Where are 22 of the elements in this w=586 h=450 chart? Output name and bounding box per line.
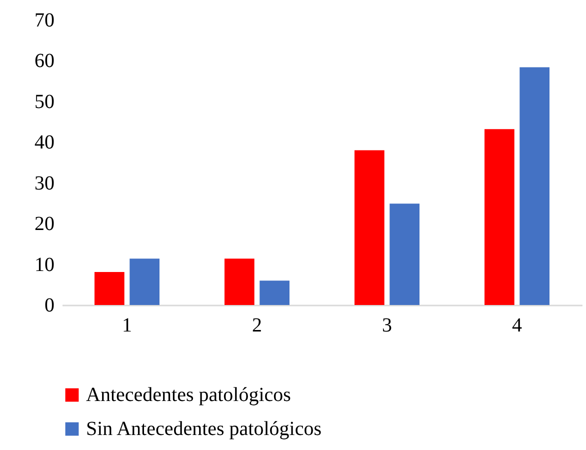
bar xyxy=(354,150,384,305)
x-tick-label: 1 xyxy=(122,314,132,336)
bar xyxy=(94,272,124,305)
bar xyxy=(390,204,420,305)
x-tick-label: 2 xyxy=(252,314,262,336)
y-tick-label: 30 xyxy=(34,172,54,194)
x-tick-label: 3 xyxy=(382,314,392,336)
bar xyxy=(130,258,160,305)
x-tick-label: 4 xyxy=(512,314,522,336)
bar xyxy=(520,67,550,305)
bar xyxy=(484,129,514,305)
bar xyxy=(260,280,290,305)
y-tick-label: 70 xyxy=(34,10,54,32)
bar xyxy=(224,258,254,305)
legend-label: Antecedentes patológicos xyxy=(86,384,292,406)
y-tick-label: 10 xyxy=(34,254,54,276)
y-tick-label: 60 xyxy=(34,50,54,72)
y-tick-label: 0 xyxy=(44,294,54,316)
legend-label: Sin Antecedentes patológicos xyxy=(86,418,322,440)
y-tick-label: 40 xyxy=(34,132,54,154)
y-tick-label: 20 xyxy=(34,213,54,236)
y-tick-label: 50 xyxy=(34,90,54,113)
